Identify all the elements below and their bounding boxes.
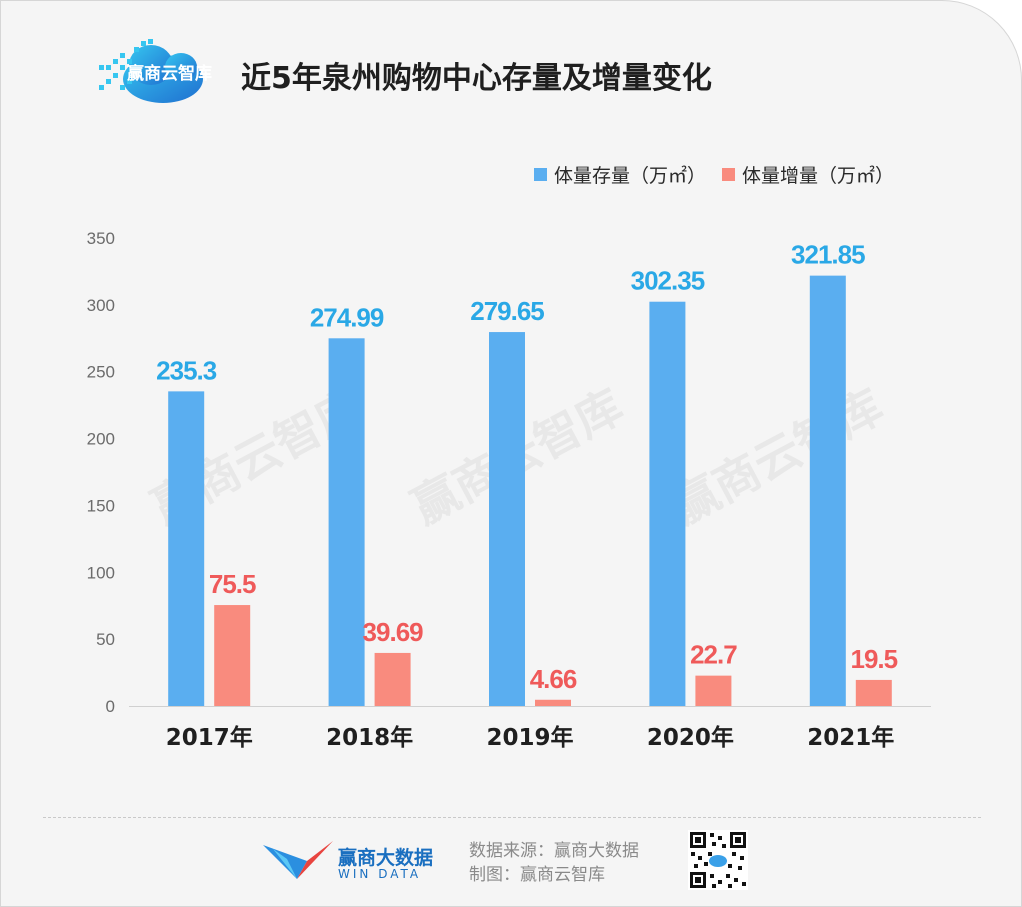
legend-label-stock: 体量存量（万㎡）: [554, 165, 707, 187]
x-tick-label: 2017年: [166, 724, 253, 751]
legend-swatch-stock: [534, 168, 547, 181]
footer-divider: [43, 817, 981, 818]
y-tick-label: 250: [87, 363, 115, 382]
x-tick-label: 2020年: [647, 724, 734, 751]
bar-stock: [489, 332, 525, 706]
bar-chart: 0 50 100 150 200 250 300 350 235.3 75.5 2017年 274.9…: [87, 229, 931, 751]
data-label-increment: 39.69: [363, 617, 424, 647]
legend-item-stock: 体量存量（万㎡）: [534, 161, 706, 188]
y-tick-label: 100: [87, 563, 115, 582]
bar-stock: [168, 391, 205, 706]
x-tick-label: 2021年: [807, 724, 894, 751]
data-label-stock: 321.85: [791, 240, 865, 270]
source-line: 数据来源：赢商大数据: [469, 841, 639, 861]
y-tick-label: 50: [96, 630, 115, 649]
logo-text: 赢商云智库: [127, 64, 212, 84]
bar-increment: [214, 605, 251, 706]
y-tick-label: 0: [106, 697, 115, 716]
cloud-logo-icon: [99, 39, 203, 103]
x-tick-label: 2018年: [326, 724, 413, 751]
y-tick-label: 200: [87, 430, 115, 449]
data-label-increment: 75.5: [209, 569, 256, 599]
bar-stock: [649, 301, 686, 706]
made-by-line: 制图：赢商云智库: [469, 865, 605, 885]
bar-increment: [374, 652, 411, 706]
bar-stock: [809, 275, 846, 706]
legend: 体量存量（万㎡） 体量增量（万㎡）: [534, 161, 910, 188]
bar-increment: [535, 699, 571, 706]
legend-item-increment: 体量增量（万㎡）: [722, 161, 894, 188]
page-title: 近5年泉州购物中心存量及增量变化: [241, 61, 712, 96]
data-label-stock: 235.3: [156, 355, 217, 385]
source-note: 数据来源：赢商大数据 制图：赢商云智库: [469, 839, 639, 887]
y-tick-label: 350: [87, 229, 115, 248]
footer-brand-sub: WIN DATA: [338, 867, 422, 881]
bar-increment: [695, 675, 732, 706]
qr-code-icon: [688, 830, 748, 890]
bar-stock: [328, 338, 365, 706]
footer-brand-name: 赢商大数据: [338, 847, 434, 869]
data-label-stock: 279.65: [470, 296, 544, 326]
y-tick-label: 150: [87, 496, 115, 515]
legend-swatch-increment: [722, 168, 736, 181]
legend-label-increment: 体量增量（万㎡）: [742, 165, 895, 187]
win-data-logo-icon: [263, 841, 333, 879]
y-tick-label: 300: [87, 296, 115, 315]
data-label-stock: 274.99: [310, 302, 384, 332]
data-label-increment: 19.5: [850, 644, 897, 674]
data-label-stock: 302.35: [631, 266, 705, 296]
x-tick-label: 2019年: [486, 724, 573, 751]
data-label-increment: 4.66: [530, 664, 577, 694]
bar-increment: [855, 679, 892, 706]
data-label-increment: 22.7: [690, 640, 737, 670]
